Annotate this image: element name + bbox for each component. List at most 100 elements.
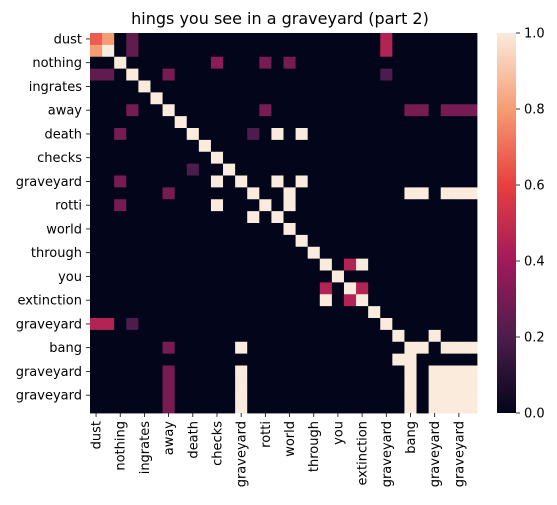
heatmap-cell	[138, 199, 151, 212]
heatmap-cell	[174, 246, 188, 260]
heatmap-cell	[404, 80, 417, 93]
heatmap-cell	[162, 270, 176, 283]
heatmap-cell	[223, 199, 236, 212]
heatmap-cell	[174, 341, 188, 355]
heatmap-cell	[235, 44, 248, 58]
heatmap-cell	[210, 365, 224, 378]
heatmap-cell	[114, 353, 127, 366]
heatmap-cell	[392, 329, 405, 343]
heatmap-cell	[102, 128, 115, 141]
heatmap-cell	[452, 401, 466, 414]
heatmap-cell	[380, 270, 393, 283]
heatmap-cell	[114, 223, 127, 236]
heatmap-cell	[150, 353, 163, 366]
heatmap-cell	[428, 258, 442, 271]
heatmap-cell	[114, 56, 127, 70]
heatmap-cell	[186, 116, 200, 129]
heatmap-cell	[247, 234, 260, 248]
heatmap-cell	[416, 223, 430, 236]
heatmap-cell	[198, 341, 212, 355]
heatmap-cell	[295, 329, 309, 343]
heatmap-cell	[440, 318, 454, 331]
heatmap-cell	[186, 306, 200, 319]
heatmap-cell	[90, 365, 103, 378]
heatmap-cell	[271, 68, 284, 81]
y-tick-label: away	[48, 104, 83, 119]
heatmap-cell	[198, 377, 212, 390]
heatmap-cell	[223, 175, 236, 188]
heatmap-cell	[331, 234, 345, 248]
heatmap-cell	[126, 199, 139, 212]
heatmap-cell	[464, 139, 478, 153]
heatmap-cell	[331, 80, 345, 93]
heatmap-cell	[126, 128, 139, 141]
heatmap-cell	[283, 306, 296, 319]
heatmap-cell	[210, 211, 224, 224]
heatmap-cell	[235, 353, 248, 366]
heatmap-cell	[428, 68, 442, 81]
heatmap-cell	[307, 282, 321, 295]
heatmap-cell	[162, 33, 176, 46]
heatmap-cell	[198, 33, 212, 46]
heatmap-cell	[404, 270, 417, 283]
heatmap-cell	[210, 341, 224, 355]
heatmap-cell	[223, 353, 236, 366]
heatmap-cell	[392, 389, 405, 402]
heatmap-cell	[271, 389, 284, 402]
heatmap-cell	[102, 80, 115, 93]
heatmap-cell	[198, 68, 212, 81]
heatmap-cell	[138, 211, 151, 224]
heatmap-cell	[102, 199, 115, 212]
heatmap-cell	[283, 294, 296, 307]
heatmap-cell	[223, 318, 236, 331]
heatmap-cell	[452, 282, 466, 295]
heatmap-cell	[186, 92, 200, 105]
heatmap-cell	[331, 211, 345, 224]
heatmap-cell	[90, 246, 103, 260]
heatmap-cell	[368, 211, 381, 224]
heatmap-cell	[380, 329, 393, 343]
heatmap-cell	[198, 223, 212, 236]
heatmap-cell	[404, 139, 417, 153]
heatmap-cell	[198, 389, 212, 402]
heatmap-cell	[223, 80, 236, 93]
heatmap-cell	[368, 199, 381, 212]
heatmap-cell	[404, 223, 417, 236]
heatmap-cell	[126, 187, 139, 200]
heatmap-cell	[283, 282, 296, 295]
heatmap-cell	[452, 211, 466, 224]
heatmap-cell	[102, 33, 115, 46]
heatmap-cell	[186, 270, 200, 283]
heatmap-cell	[174, 294, 188, 307]
heatmap-cell	[223, 389, 236, 402]
heatmap-cell	[126, 401, 139, 414]
heatmap-cell	[126, 282, 139, 295]
heatmap-cell	[356, 80, 369, 93]
heatmap-cell	[295, 341, 309, 355]
heatmap-cell	[247, 318, 260, 331]
heatmap-cell	[380, 175, 393, 188]
heatmap-cell	[428, 211, 442, 224]
heatmap-cell	[380, 56, 393, 70]
heatmap-cell	[368, 353, 381, 366]
heatmap-cell	[343, 365, 357, 378]
heatmap-cell	[295, 258, 309, 271]
heatmap-cell	[259, 329, 272, 343]
heatmap-cell	[356, 56, 369, 70]
heatmap-cell	[331, 92, 345, 105]
heatmap-cell	[174, 68, 188, 81]
heatmap-cell	[452, 151, 466, 165]
heatmap-cell	[428, 33, 442, 46]
heatmap-cell	[271, 234, 284, 248]
heatmap-cell	[392, 401, 405, 414]
heatmap-cell	[283, 377, 296, 390]
heatmap-cell	[440, 306, 454, 319]
heatmap-cell	[210, 163, 224, 176]
heatmap-cell	[138, 258, 151, 271]
heatmap-cell	[162, 294, 176, 307]
y-tick-label: checks	[37, 151, 82, 166]
heatmap-cell	[319, 318, 333, 331]
heatmap-cell	[464, 116, 478, 129]
heatmap-cell	[102, 175, 115, 188]
heatmap-cell	[150, 187, 163, 200]
